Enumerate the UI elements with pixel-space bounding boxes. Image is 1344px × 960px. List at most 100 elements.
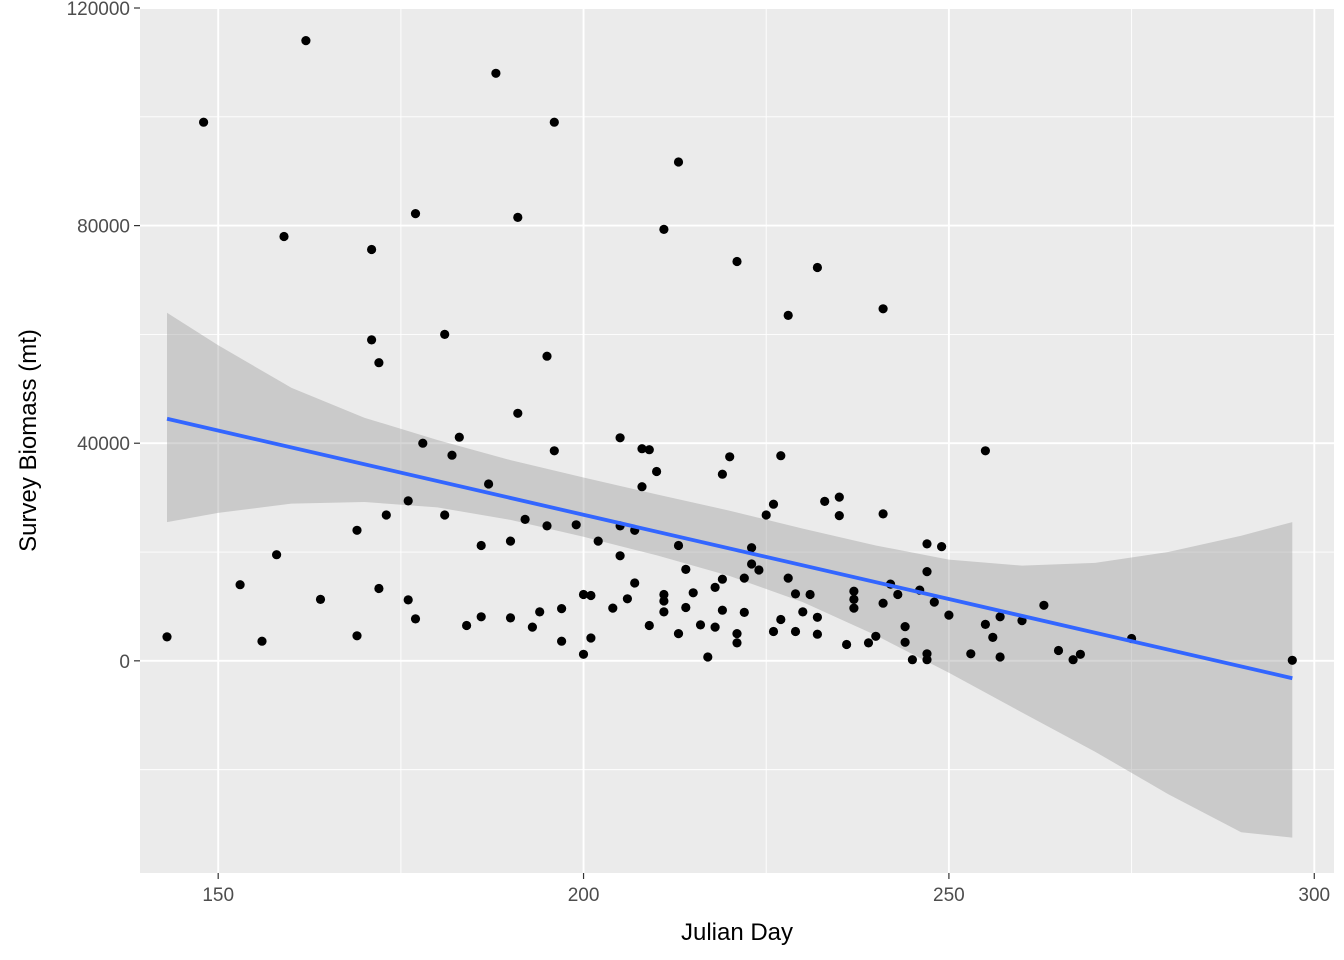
data-point xyxy=(476,540,486,551)
data-point xyxy=(586,590,596,601)
data-point xyxy=(440,510,450,520)
data-point xyxy=(542,351,552,361)
y-axis-title: Survey Biomass (mt) xyxy=(15,329,42,552)
data-point xyxy=(352,525,362,535)
data-point xyxy=(732,638,742,648)
data-point xyxy=(608,603,618,613)
x-axis-ticks: 150 200 250 300 xyxy=(202,873,1330,906)
data-point xyxy=(615,433,625,443)
data-point xyxy=(717,574,728,584)
data-point xyxy=(410,209,421,219)
data-point xyxy=(710,622,720,632)
data-point xyxy=(878,598,888,608)
data-point xyxy=(637,444,647,454)
grid-major xyxy=(140,7,1334,873)
data-point xyxy=(768,499,779,509)
data-point xyxy=(849,586,859,596)
data-point xyxy=(754,565,764,575)
data-point xyxy=(922,567,932,577)
trend-line xyxy=(166,416,1293,681)
data-point xyxy=(352,631,362,641)
data-point xyxy=(557,636,567,646)
data-point xyxy=(374,358,384,368)
data-point xyxy=(900,622,910,632)
data-point xyxy=(644,620,654,631)
data-point xyxy=(1075,649,1085,659)
data-point xyxy=(659,607,669,617)
data-point xyxy=(783,310,793,320)
data-point xyxy=(863,638,874,648)
data-point xyxy=(1053,645,1064,656)
data-point xyxy=(871,631,881,641)
data-point xyxy=(922,539,932,549)
x-tick-label: 150 xyxy=(202,885,234,906)
data-point xyxy=(593,536,603,546)
data-point xyxy=(747,559,757,569)
data-points xyxy=(162,36,1297,665)
y-tick-label: 0 xyxy=(119,652,130,673)
x-tick-label: 200 xyxy=(568,885,600,906)
data-point xyxy=(542,521,552,531)
data-point xyxy=(1287,655,1297,665)
data-point xyxy=(403,595,413,605)
data-point xyxy=(717,605,728,615)
y-tick-label: 80000 xyxy=(77,217,130,238)
data-point xyxy=(586,633,596,643)
data-point xyxy=(710,582,720,593)
data-point xyxy=(447,450,457,460)
data-point xyxy=(491,68,501,78)
data-point xyxy=(535,607,545,617)
data-point xyxy=(995,652,1005,662)
data-point xyxy=(549,117,559,127)
y-tick-label: 40000 xyxy=(77,434,130,455)
x-tick-label: 250 xyxy=(933,885,965,906)
data-point xyxy=(659,589,669,600)
data-point xyxy=(695,620,706,630)
data-point xyxy=(732,256,742,267)
data-point xyxy=(900,637,910,647)
data-point xyxy=(768,626,779,637)
data-point xyxy=(454,432,464,442)
data-point xyxy=(381,510,391,520)
data-point xyxy=(462,620,472,631)
data-point xyxy=(878,304,888,314)
data-point xyxy=(688,588,698,598)
data-point xyxy=(571,520,581,530)
data-point xyxy=(681,602,691,613)
data-point xyxy=(199,117,209,127)
data-point xyxy=(615,551,625,561)
data-point xyxy=(812,629,823,639)
data-point xyxy=(315,594,326,605)
data-point xyxy=(476,612,486,622)
data-point xyxy=(988,632,998,643)
data-point xyxy=(790,626,801,637)
data-point xyxy=(929,597,939,607)
data-point xyxy=(812,612,823,622)
data-point xyxy=(257,636,267,646)
data-point xyxy=(907,655,918,665)
data-point xyxy=(966,649,976,659)
x-tick-label: 300 xyxy=(1298,885,1330,906)
data-point xyxy=(798,607,808,617)
data-point xyxy=(732,629,742,639)
data-point xyxy=(622,594,633,604)
data-point xyxy=(557,604,567,614)
data-point xyxy=(652,466,662,477)
data-point xyxy=(279,231,289,242)
data-point xyxy=(630,578,640,588)
data-point xyxy=(578,649,589,659)
data-point xyxy=(747,543,757,553)
data-point xyxy=(301,36,311,46)
data-point xyxy=(776,451,786,461)
plot-panel xyxy=(140,8,1334,873)
data-point xyxy=(505,536,516,546)
data-point xyxy=(659,596,669,606)
data-point xyxy=(878,509,888,519)
data-point xyxy=(725,452,735,462)
data-point xyxy=(805,589,815,600)
data-point xyxy=(513,212,523,222)
grid-minor xyxy=(140,8,1334,873)
data-point xyxy=(783,573,793,583)
data-point xyxy=(834,492,844,502)
